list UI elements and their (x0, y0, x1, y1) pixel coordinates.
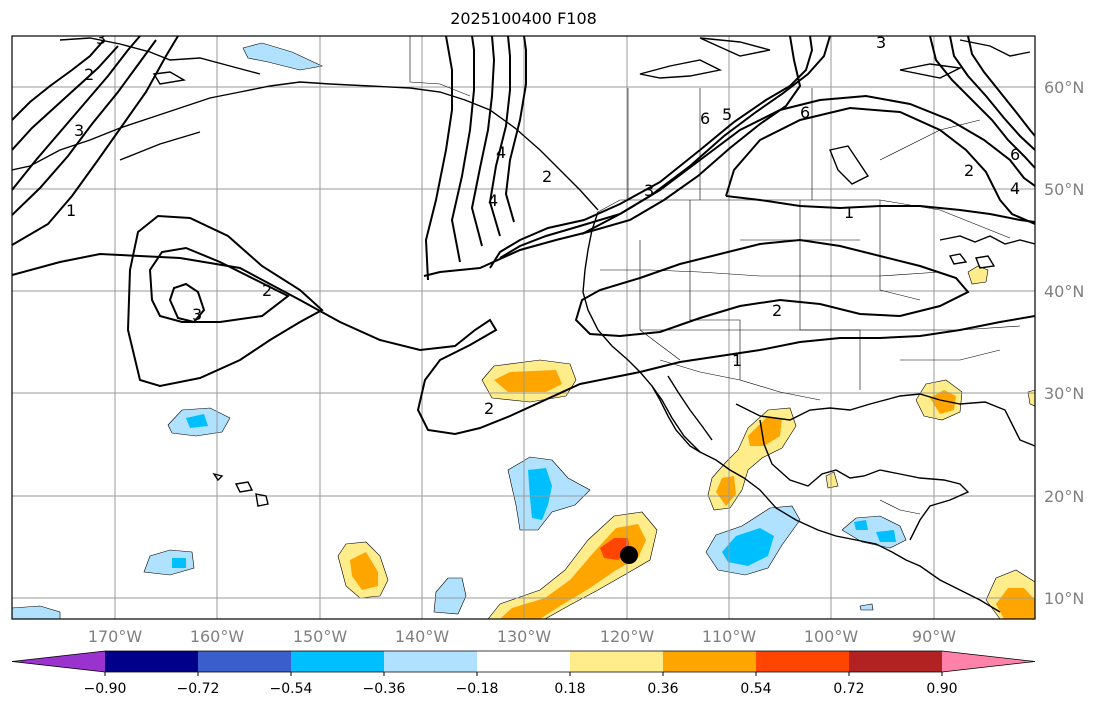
lon-label: 90°W (912, 627, 956, 646)
contour-label: 2 (262, 281, 272, 300)
colorbar-tick-label: 0.54 (740, 681, 771, 697)
lon-label: 110°W (702, 627, 757, 646)
colorbar-segment (942, 651, 1035, 672)
contour-label: 2 (772, 301, 782, 320)
lon-label: 160°W (190, 627, 245, 646)
contour-label: 3 (74, 121, 84, 140)
map-frame (11, 35, 1036, 620)
colorbar-tick-label: −0.36 (363, 681, 406, 697)
colorbar-segment (291, 651, 385, 672)
contour-label: 2 (964, 161, 974, 180)
colorbar-tick-label: −0.72 (177, 681, 220, 697)
colorbar-segment (849, 651, 943, 672)
contour-label: 2 (484, 399, 494, 418)
colorbar-segment (105, 651, 199, 672)
coastlines (12, 37, 1035, 613)
political-borders (409, 36, 1021, 515)
contour-label: 3 (876, 33, 886, 52)
contour-label: 1 (844, 203, 854, 222)
lon-label: 140°W (395, 627, 450, 646)
contour-label: 4 (488, 191, 498, 210)
longitude-labels: 170°W 160°W 150°W 140°W 130°W 120°W 110°… (88, 627, 956, 646)
contour-label: 6 (1010, 145, 1020, 164)
colorbar-tick-label: 0.36 (647, 681, 678, 697)
contour-label: 4 (1010, 179, 1020, 198)
colorbar-segment (198, 651, 292, 672)
colorbar-segment (756, 651, 850, 672)
lat-label: 30°N (1044, 384, 1084, 403)
contour-lines (12, 36, 1035, 436)
colorbar-segment (570, 651, 664, 672)
contour-label: 3 (192, 305, 202, 324)
colorbar: −0.90 −0.72 −0.54 −0.36 −0.18 0.18 0.36 0.54 0.7… (11, 650, 1036, 697)
colorbar-tick-label: 0.90 (926, 681, 957, 697)
colorbar-tick-label: 0.72 (833, 681, 864, 697)
lat-label: 60°N (1044, 78, 1084, 97)
lat-label: 10°N (1044, 589, 1084, 608)
contour-label: 4 (496, 143, 506, 162)
latitude-labels: 60°N 50°N 40°N 30°N 20°N 10°N (1044, 78, 1084, 608)
contour-label: 5 (722, 105, 732, 124)
lon-label: 100°W (804, 627, 859, 646)
colorbar-tick-label: −0.90 (84, 681, 127, 697)
shaded-anomaly-fields (12, 42, 1035, 619)
contour-label: 6 (800, 103, 810, 122)
colorbar-tick-label: −0.54 (270, 681, 313, 697)
colorbar-tick-label: 0.18 (554, 681, 585, 697)
lon-label: 130°W (497, 627, 552, 646)
colorbar-segment (477, 651, 571, 672)
contour-label: 3 (644, 181, 654, 200)
lat-label: 40°N (1044, 282, 1084, 301)
contour-label: 3 (96, 29, 106, 48)
contour-label: 1 (66, 201, 76, 220)
colorbar-segment (384, 651, 478, 672)
contour-label: 6 (700, 109, 710, 128)
map-title: 2025100400 F108 (450, 9, 597, 28)
colorbar-segment (663, 651, 757, 672)
contour-label: 1 (732, 351, 742, 370)
lon-label: 120°W (600, 627, 655, 646)
contour-label: 2 (84, 65, 94, 84)
lon-label: 170°W (88, 627, 143, 646)
contour-label: 2 (542, 167, 552, 186)
storm-center-marker (620, 546, 638, 564)
lon-label: 150°W (293, 627, 348, 646)
lat-label: 50°N (1044, 180, 1084, 199)
contour-labels: 3 1 2 3 2 4 4 2 6 5 3 6 1 2 1 2 3 6 4 3 … (66, 29, 1020, 418)
graticule (12, 36, 1035, 619)
colorbar-tick-label: −0.18 (456, 681, 499, 697)
lat-label: 20°N (1044, 487, 1084, 506)
colorbar-segment (12, 651, 105, 672)
